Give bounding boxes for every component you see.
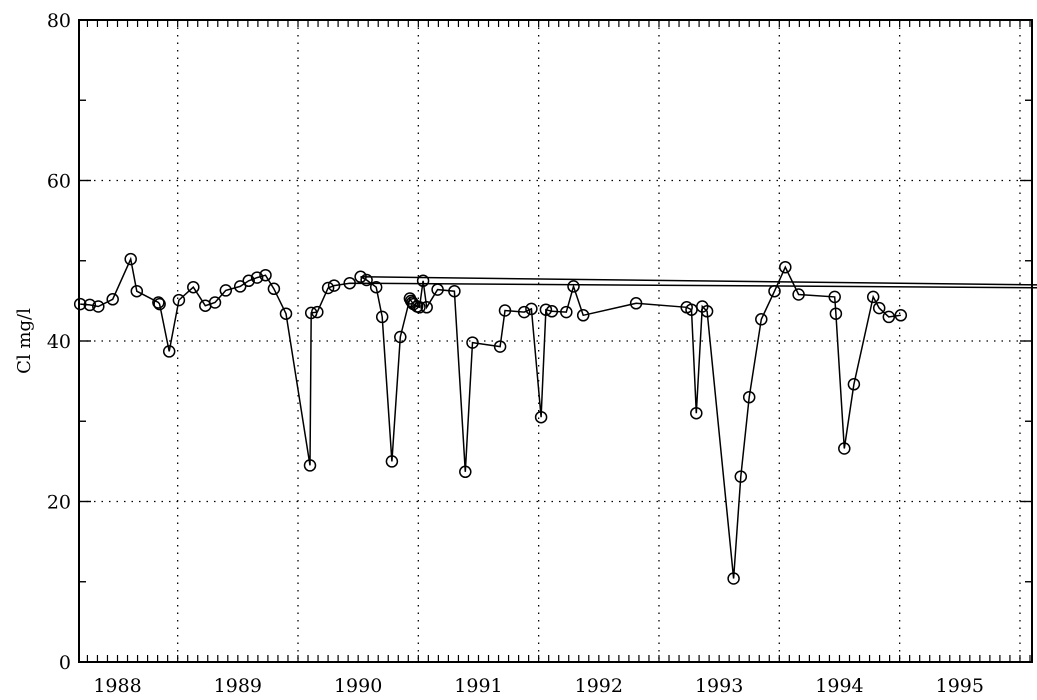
data-point bbox=[829, 307, 843, 320]
data-point bbox=[545, 305, 559, 318]
data-point bbox=[792, 288, 805, 301]
y-tick-label: 80 bbox=[47, 10, 71, 32]
data-point bbox=[539, 303, 553, 316]
data-point bbox=[187, 280, 200, 294]
minor-ticks bbox=[86, 20, 1031, 662]
data-point bbox=[233, 280, 247, 293]
data-point bbox=[267, 282, 281, 296]
data-point bbox=[755, 313, 768, 326]
plot-frame bbox=[78, 19, 1033, 663]
data-point bbox=[327, 279, 341, 292]
data-point bbox=[525, 302, 538, 316]
data-point bbox=[734, 470, 748, 483]
series-line bbox=[80, 256, 1037, 579]
data-point bbox=[407, 297, 420, 311]
data-point bbox=[517, 305, 531, 319]
x-tick-label: 1995 bbox=[936, 675, 984, 697]
x-tick-label: 1992 bbox=[575, 675, 623, 697]
data-point bbox=[534, 410, 548, 424]
data-point bbox=[700, 305, 714, 318]
x-tick-label: 1990 bbox=[334, 675, 382, 697]
data-point bbox=[394, 330, 407, 344]
y-tick-label: 40 bbox=[47, 331, 71, 353]
data-point bbox=[152, 296, 165, 309]
data-point bbox=[466, 336, 479, 349]
x-tick-label: 1994 bbox=[815, 675, 863, 697]
data-point bbox=[219, 284, 233, 297]
data-point bbox=[768, 284, 781, 298]
data-point bbox=[576, 309, 590, 322]
data-point bbox=[369, 280, 383, 294]
data-point bbox=[83, 298, 97, 312]
y-tick-label: 20 bbox=[47, 492, 71, 514]
series-polyline bbox=[80, 256, 1037, 579]
data-point bbox=[779, 260, 792, 274]
x-tick-label: 1991 bbox=[454, 675, 502, 697]
data-point bbox=[828, 290, 841, 304]
x-tick-label: 1989 bbox=[214, 675, 262, 697]
data-point bbox=[420, 301, 433, 314]
y-tick-labels: 0 20 40 60 80 bbox=[47, 10, 71, 674]
data-point bbox=[130, 284, 144, 298]
x-tick-label: 1993 bbox=[695, 675, 743, 697]
data-point bbox=[560, 305, 573, 319]
data-point bbox=[354, 270, 367, 284]
y-tick-label: 60 bbox=[47, 171, 71, 193]
data-point bbox=[416, 274, 430, 288]
data-point bbox=[321, 281, 335, 295]
data-point bbox=[162, 345, 176, 358]
data-point bbox=[279, 307, 293, 320]
data-point bbox=[567, 280, 580, 293]
data-point bbox=[208, 296, 222, 309]
data-point bbox=[493, 340, 507, 353]
data-point bbox=[124, 252, 137, 266]
data-point bbox=[894, 309, 908, 322]
data-point bbox=[866, 290, 880, 304]
data-point bbox=[629, 297, 643, 310]
data-point bbox=[847, 378, 861, 391]
data-point bbox=[92, 300, 105, 313]
data-point bbox=[690, 406, 703, 420]
x-tick-label: 1988 bbox=[93, 675, 141, 697]
data-point bbox=[153, 297, 166, 311]
data-point bbox=[413, 301, 426, 314]
data-point bbox=[343, 276, 356, 290]
data-point bbox=[311, 305, 324, 319]
data-point bbox=[259, 268, 272, 282]
data-point bbox=[360, 273, 373, 287]
data-point bbox=[498, 304, 512, 317]
grid-lines bbox=[79, 20, 1032, 662]
major-ticks bbox=[79, 19, 1032, 663]
data-point bbox=[838, 442, 851, 455]
data-point bbox=[448, 284, 461, 298]
data-point bbox=[106, 293, 119, 306]
data-point bbox=[431, 283, 444, 296]
series-points bbox=[73, 252, 908, 585]
data-point bbox=[727, 572, 740, 585]
data-point bbox=[172, 293, 186, 307]
data-point bbox=[385, 455, 399, 468]
data-point bbox=[872, 301, 886, 315]
data-point bbox=[73, 297, 87, 311]
data-point bbox=[742, 390, 756, 404]
data-point bbox=[375, 310, 389, 324]
y-tick-label: 0 bbox=[59, 652, 71, 674]
data-point bbox=[250, 271, 264, 284]
data-point bbox=[882, 310, 896, 324]
x-tick-labels: 1988 1989 1990 1991 1992 1993 1994 1995 bbox=[93, 675, 984, 697]
y-axis-label: Cl mg/l bbox=[14, 308, 35, 374]
data-point bbox=[303, 459, 317, 472]
data-point bbox=[459, 465, 472, 479]
data-point bbox=[242, 274, 255, 288]
data-point bbox=[304, 306, 318, 320]
